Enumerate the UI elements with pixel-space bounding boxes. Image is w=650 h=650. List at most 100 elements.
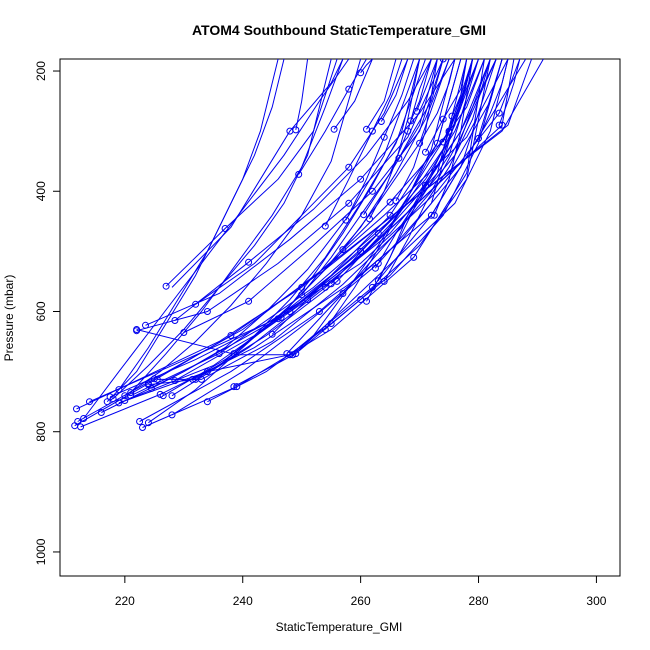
- data-point: [495, 121, 503, 129]
- x-tick-label: 240: [233, 594, 253, 608]
- profile-series: [73, 59, 509, 413]
- profile-series: [86, 59, 521, 406]
- profile-series: [121, 59, 491, 404]
- y-axis-label: Pressure (mbar): [2, 275, 16, 362]
- profile-series: [330, 59, 373, 133]
- profile-line: [195, 59, 409, 305]
- data-point: [368, 187, 376, 195]
- x-tick-label: 260: [351, 594, 371, 608]
- profile-series: [298, 59, 438, 299]
- data-point: [230, 350, 238, 358]
- chart-title: ATOM4 Southbound StaticTemperature_GMI: [192, 22, 486, 38]
- data-point: [115, 399, 123, 407]
- data-point: [357, 175, 365, 183]
- profile-series: [147, 59, 421, 392]
- data-point: [103, 398, 111, 406]
- profile-line: [109, 59, 503, 398]
- data-point: [289, 351, 297, 359]
- profile-series: [413, 59, 438, 115]
- profile-line: [124, 59, 362, 397]
- profile-line: [292, 59, 462, 356]
- profile-line: [383, 59, 491, 282]
- profile-line: [333, 59, 373, 130]
- data-point: [286, 308, 294, 315]
- profile-line: [233, 59, 491, 388]
- data-point: [162, 282, 170, 290]
- data-point: [321, 326, 329, 333]
- y-axis: 200 400 600 800 1000: [34, 61, 60, 565]
- profile-series: [139, 59, 485, 431]
- profile-series: [106, 59, 503, 401]
- profile-series: [377, 59, 409, 125]
- profile-line: [398, 59, 444, 159]
- profile-series: [230, 59, 450, 358]
- data-point: [203, 308, 211, 315]
- profile-series: [475, 59, 509, 142]
- profile-line: [130, 59, 344, 393]
- profile-line: [151, 59, 421, 389]
- data-point: [386, 211, 394, 219]
- data-point: [147, 384, 155, 392]
- data-point: [374, 229, 382, 237]
- profile-series: [162, 59, 338, 290]
- profile-series: [289, 59, 462, 359]
- data-point: [380, 133, 388, 141]
- data-point: [168, 411, 176, 419]
- data-point: [422, 181, 429, 189]
- profile-series: [327, 59, 497, 288]
- data-point: [286, 127, 294, 135]
- profile-line: [139, 59, 497, 422]
- x-axis: 220 240 260 280 300: [115, 576, 607, 608]
- data-point: [74, 418, 82, 425]
- profile-line: [295, 59, 309, 131]
- data-point: [192, 300, 200, 308]
- data-point: [97, 409, 105, 416]
- plot-frame: [59, 58, 621, 577]
- profile-series: [448, 59, 468, 120]
- profile-line: [101, 59, 515, 413]
- data-point: [80, 415, 88, 422]
- profile-series: [136, 59, 497, 425]
- data-point: [321, 283, 329, 291]
- data-point: [189, 375, 197, 383]
- data-point: [171, 377, 179, 385]
- y-tick-label: 400: [34, 181, 48, 201]
- data-point: [230, 383, 238, 391]
- profile-line: [174, 59, 432, 321]
- data-point: [315, 308, 323, 315]
- data-point: [448, 112, 456, 120]
- data-point: [133, 326, 141, 333]
- profile-line: [330, 59, 497, 285]
- y-tick-label: 800: [34, 421, 48, 441]
- profile-series: [363, 59, 397, 133]
- profile-line: [233, 59, 450, 354]
- data-point: [245, 297, 253, 305]
- profile-line: [324, 59, 403, 227]
- profile-line: [410, 59, 432, 122]
- profile-series: [189, 59, 426, 383]
- profile-line: [301, 59, 438, 296]
- profile-line: [157, 59, 479, 380]
- x-tick-label: 220: [115, 594, 135, 608]
- profile-line: [136, 59, 444, 332]
- data-point: [374, 277, 382, 285]
- profile-series: [71, 59, 544, 430]
- profile-line: [207, 59, 503, 403]
- data-point: [339, 290, 347, 297]
- data-point: [321, 222, 329, 230]
- data-point: [357, 69, 365, 77]
- profile-line: [171, 59, 344, 288]
- data-point: [439, 59, 447, 63]
- data-point: [395, 154, 403, 162]
- profile-series: [395, 59, 447, 162]
- data-point: [430, 211, 438, 219]
- data-point: [77, 423, 85, 431]
- data-point: [144, 419, 152, 427]
- profile-series: [80, 59, 350, 422]
- data-point: [345, 163, 353, 171]
- profile-series: [144, 59, 450, 427]
- data-point: [371, 264, 379, 272]
- data-point: [498, 121, 506, 129]
- profile-series: [392, 59, 438, 205]
- profile-series: [115, 59, 509, 407]
